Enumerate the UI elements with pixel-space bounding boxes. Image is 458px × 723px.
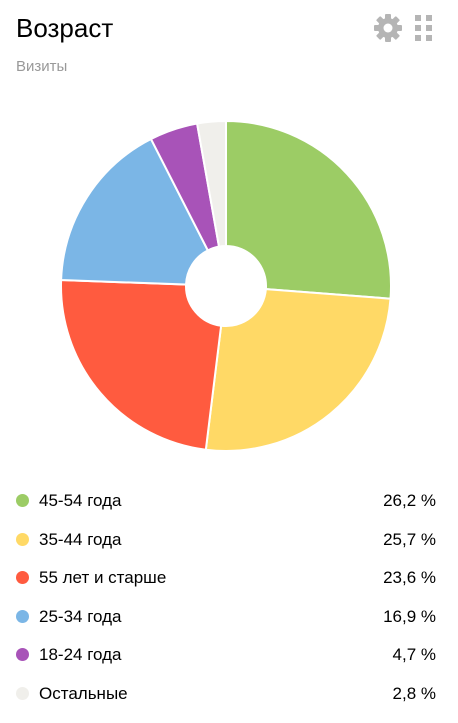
pie-slice-1[interactable] [225, 119, 392, 300]
legend-label: 18-24 года [39, 645, 122, 665]
legend-value: 25,7 % [383, 529, 436, 549]
widget-subtitle: Визиты [16, 58, 68, 75]
drag-handle-icon[interactable] [414, 14, 434, 42]
legend-label: 25-34 года [39, 606, 122, 626]
legend-color-dot [16, 648, 29, 662]
legend-color-dot [16, 532, 29, 546]
legend-color-dot [16, 609, 29, 623]
legend-label: 35-44 года [39, 529, 122, 549]
legend-color-dot [16, 494, 29, 507]
legend-value: 23,6 % [383, 568, 436, 588]
chart-legend: 45-54 года 26,2 % 35-44 года 25,7 % 55 лет и… [0, 482, 458, 714]
widget-title: Возраст [16, 13, 114, 43]
pie-slice-4[interactable] [60, 137, 210, 286]
legend-item[interactable]: 25-34 года 16,9 % [0, 598, 458, 637]
legend-item[interactable]: 55 лет и старше 23,6 % [0, 559, 458, 598]
legend-item[interactable]: Остальные 2,8 % [0, 675, 458, 714]
legend-item[interactable]: 18-24 года 4,7 % [0, 636, 458, 675]
pie-slice-3[interactable] [60, 278, 223, 451]
legend-label: 55 лет и старше [39, 568, 167, 588]
pie-slice-2[interactable] [204, 288, 392, 452]
legend-value: 2,8 % [392, 683, 436, 703]
legend-item[interactable]: 35-44 года 25,7 % [0, 521, 458, 560]
donut-chart [60, 119, 392, 452]
pie-slice-6[interactable] [195, 119, 227, 248]
legend-value: 4,7 % [392, 645, 436, 665]
legend-color-dot [16, 686, 29, 700]
legend-value: 16,9 % [383, 606, 436, 626]
legend-value: 26,2 % [383, 491, 436, 510]
legend-label: 45-54 года [39, 491, 122, 510]
gear-icon[interactable] [373, 13, 403, 43]
legend-label: Остальные [39, 683, 128, 703]
legend-item[interactable]: 45-54 года 26,2 % [0, 482, 458, 521]
legend-color-dot [16, 571, 29, 585]
